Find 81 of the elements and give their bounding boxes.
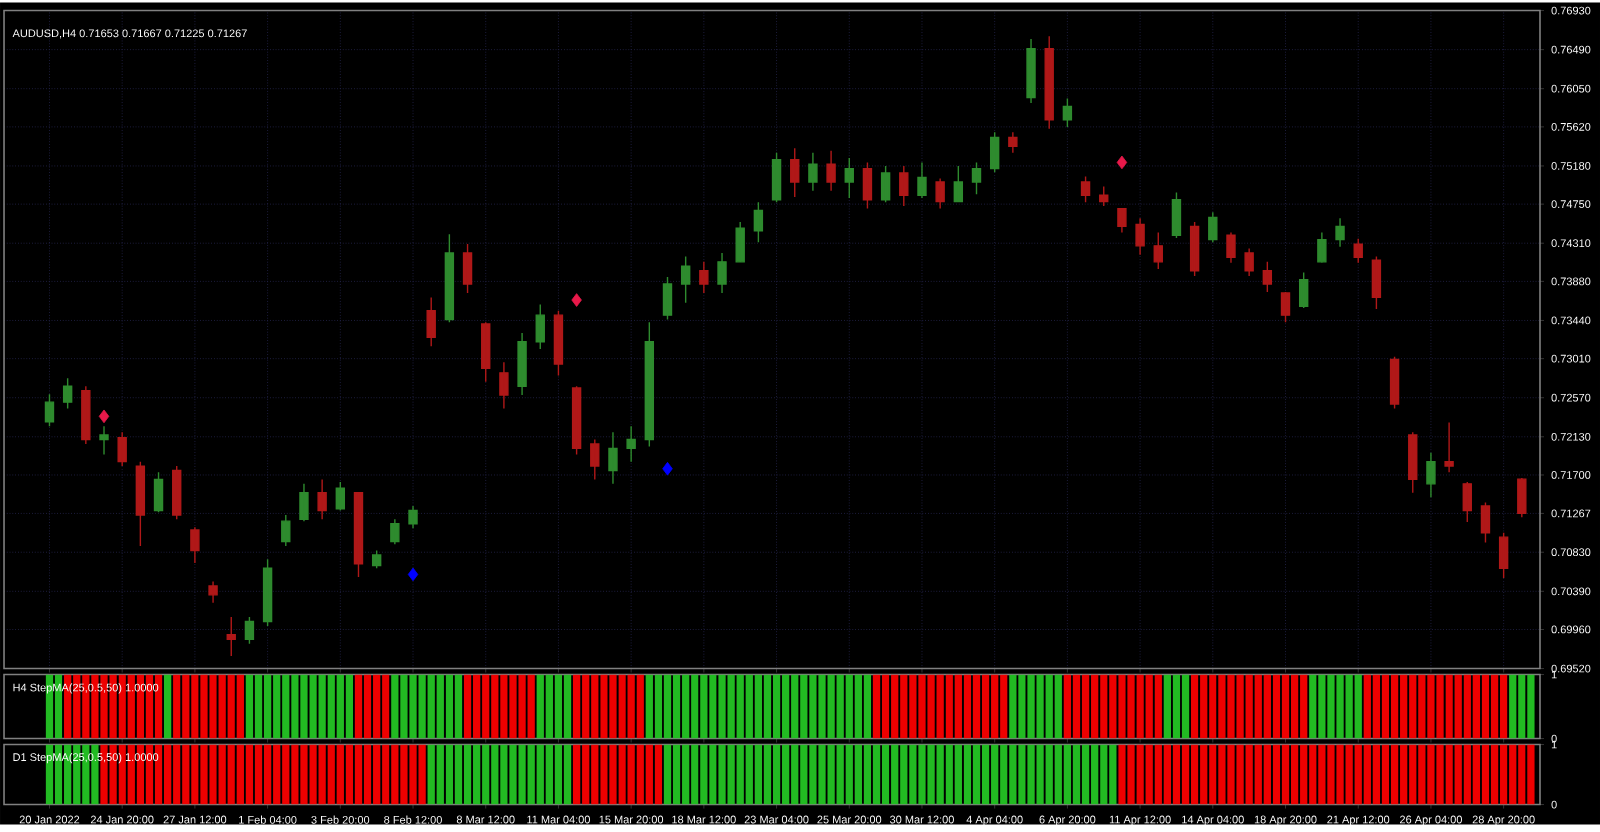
candlestick bbox=[481, 321, 491, 383]
candlestick bbox=[517, 332, 527, 396]
candlestick bbox=[499, 361, 509, 409]
point bbox=[407, 567, 419, 582]
candlestick bbox=[117, 431, 127, 467]
candlestick bbox=[1480, 501, 1491, 544]
candlestick bbox=[226, 616, 236, 657]
candlestick bbox=[317, 478, 327, 520]
candlestick bbox=[1389, 356, 1400, 409]
candlestick bbox=[1062, 97, 1073, 128]
candlestick bbox=[190, 526, 200, 564]
candlestick bbox=[1280, 291, 1291, 323]
candlestick bbox=[44, 393, 55, 427]
candlestick bbox=[1208, 211, 1218, 243]
candlestick bbox=[426, 296, 436, 347]
candlestick bbox=[590, 438, 600, 480]
candlestick bbox=[1262, 261, 1273, 293]
candlestick bbox=[62, 377, 73, 409]
candlestick bbox=[390, 518, 400, 545]
candlestick bbox=[626, 425, 636, 463]
point bbox=[571, 293, 582, 307]
candlestick bbox=[1044, 35, 1054, 130]
candlestick bbox=[862, 161, 873, 210]
candlestick bbox=[1026, 38, 1036, 104]
candlestick bbox=[935, 177, 945, 210]
candlestick bbox=[899, 165, 909, 207]
candlestick bbox=[1171, 191, 1182, 239]
candlestick bbox=[790, 147, 800, 198]
candlestick bbox=[135, 460, 146, 547]
candlestick bbox=[208, 580, 218, 604]
candlestick bbox=[880, 165, 891, 203]
candlestick bbox=[1444, 421, 1454, 473]
candlestick bbox=[717, 252, 727, 294]
candlestick bbox=[571, 385, 582, 456]
candlestick bbox=[735, 221, 745, 263]
candlestick bbox=[444, 233, 455, 323]
candlestick bbox=[1080, 175, 1091, 203]
candlestick bbox=[1008, 131, 1018, 154]
candlestick bbox=[1226, 231, 1236, 264]
candlestick bbox=[953, 165, 964, 203]
candlestick bbox=[1135, 217, 1145, 256]
candlestick bbox=[808, 151, 818, 192]
candlestick bbox=[99, 425, 109, 456]
point bbox=[1116, 155, 1128, 170]
candlestick bbox=[299, 483, 309, 522]
candlestick bbox=[172, 465, 182, 520]
candlestick bbox=[1517, 477, 1527, 518]
candlestick bbox=[1426, 451, 1436, 498]
candlestick bbox=[1462, 481, 1472, 523]
candlestick bbox=[699, 261, 709, 294]
candlestick bbox=[553, 309, 564, 377]
candlestick bbox=[462, 243, 473, 294]
candlestick bbox=[1117, 207, 1127, 234]
point bbox=[98, 409, 110, 424]
candlestick bbox=[1317, 231, 1327, 264]
candlestick bbox=[753, 201, 764, 243]
candlestick bbox=[1244, 247, 1254, 277]
candlestick bbox=[353, 491, 364, 578]
candlestick bbox=[1335, 217, 1345, 248]
candlestick bbox=[535, 303, 545, 350]
candlestick bbox=[371, 549, 382, 569]
candlestick bbox=[680, 255, 691, 304]
candlestick bbox=[662, 276, 673, 321]
candlestick bbox=[1498, 531, 1509, 579]
candlestick bbox=[81, 385, 91, 445]
candlestick bbox=[1153, 231, 1163, 270]
candlestick bbox=[1099, 185, 1109, 207]
candlestick bbox=[1371, 255, 1382, 310]
candlestick bbox=[608, 431, 618, 485]
candlestick bbox=[1353, 237, 1363, 264]
candlestick bbox=[971, 161, 982, 195]
candlestick bbox=[844, 157, 854, 199]
candlestick bbox=[644, 321, 655, 448]
candlestick bbox=[826, 150, 836, 192]
candlestick bbox=[281, 514, 291, 547]
candlestick bbox=[408, 505, 418, 529]
point bbox=[662, 461, 673, 476]
candlestick bbox=[1408, 431, 1418, 494]
candlestick bbox=[244, 616, 255, 645]
candlestick bbox=[917, 161, 927, 199]
candlestick bbox=[1299, 271, 1309, 309]
